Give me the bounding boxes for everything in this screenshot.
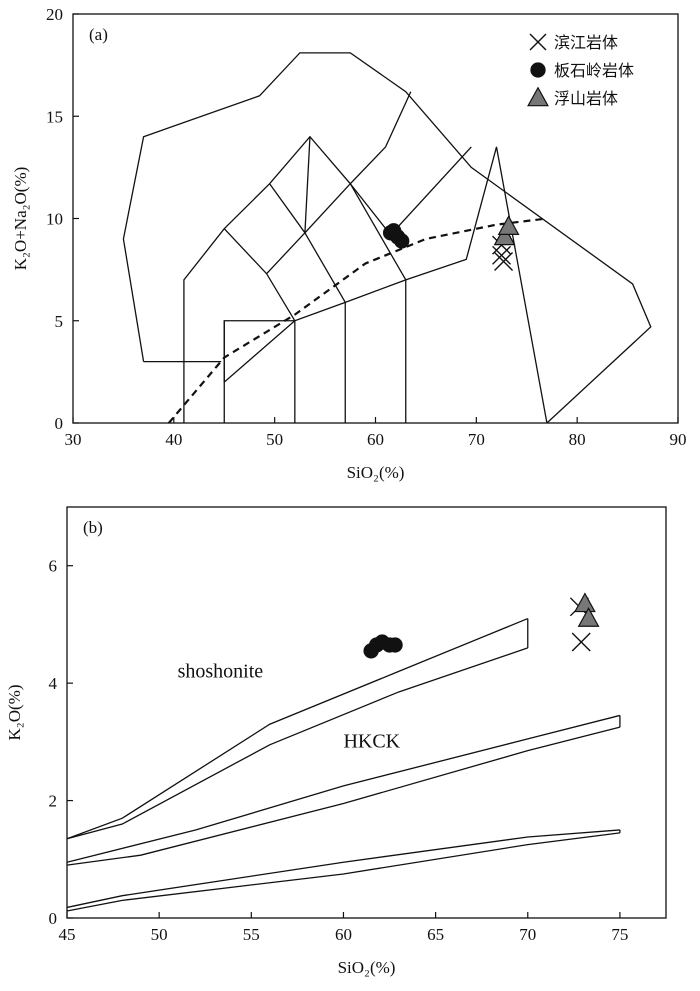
legend-marker-cross [529, 33, 547, 51]
boundary-line-7 [66, 832, 621, 912]
point-cross-1-stroke-2 [571, 632, 591, 652]
boundary-line-8 [304, 136, 311, 233]
x-tick-label-65: 65 [427, 925, 444, 944]
legend-cross-stroke-2 [529, 33, 547, 51]
panel-a-points [382, 215, 520, 271]
panel-a: 30 40 50 60 70 80 90 0 5 10 15 20 (a) SiO₂(%) K₂O+… [11, 5, 687, 482]
point-cross-1 [492, 245, 512, 265]
region-label-shoshonite: shoshonite [178, 660, 264, 682]
legend-cross [529, 33, 547, 51]
panel-a-dashed-curve [167, 217, 548, 424]
x-tick-label-60: 60 [367, 430, 384, 449]
x-tick-label-45: 45 [59, 925, 76, 944]
panel-a-x-axis-label: SiO₂(%) [347, 463, 405, 482]
boundary-line-2 [183, 91, 412, 423]
y-tick-label-0: 0 [55, 414, 64, 433]
boundary-line-10 [223, 320, 296, 383]
legend-entry-binjiang: 滨江岩体 [554, 33, 618, 52]
legend-marker-circle [530, 62, 546, 78]
x-tick-label-90: 90 [670, 430, 687, 449]
boundary-line-1 [66, 647, 528, 840]
x-tick-label-75: 75 [611, 925, 628, 944]
y-tick-label-5: 5 [55, 312, 64, 331]
x-tick-label-80: 80 [569, 430, 586, 449]
panel-a-x-ticks: 30 40 50 60 70 80 90 [65, 417, 687, 449]
x-tick-label-50: 50 [151, 925, 168, 944]
point-cross-1 [571, 632, 591, 652]
panel-b-label: (b) [83, 518, 103, 537]
boundary-line-6 [266, 231, 346, 423]
y-tick-label-2: 2 [49, 792, 58, 811]
panel-b-y-axis-label: K₂O(%) [5, 685, 24, 741]
boundary-line-3 [66, 714, 621, 863]
boundary-line-0 [66, 617, 529, 840]
legend-entry-fushan: 浮山岩体 [554, 89, 618, 108]
legend-circle [530, 62, 546, 78]
y-tick-label-20: 20 [46, 5, 63, 24]
point-cross-2 [494, 251, 514, 271]
panel-b-frame [66, 506, 667, 919]
boundary-line-6 [66, 829, 620, 909]
boundary-line-9 [349, 146, 472, 236]
point-cross-2-stroke-2 [494, 251, 514, 271]
y-tick-label-0: 0 [49, 909, 58, 928]
legend-marker-triangle [527, 86, 549, 107]
y-tick-label-15: 15 [46, 107, 63, 126]
boundary-line-7 [269, 182, 407, 423]
boundary-line-3 [223, 146, 548, 424]
point-cross-1-stroke-2 [492, 245, 512, 265]
x-tick-label-70: 70 [468, 430, 485, 449]
y-tick-label-10: 10 [46, 210, 63, 229]
x-tick-label-55: 55 [243, 925, 260, 944]
boundary-line-4 [66, 726, 621, 866]
legend-triangle [527, 86, 549, 107]
panel-b-y-ticks: 0 2 4 6 [49, 557, 73, 928]
x-tick-label-70: 70 [519, 925, 536, 944]
y-tick-label-4: 4 [49, 674, 58, 693]
y-tick-label-6: 6 [49, 557, 58, 576]
legend-entry-banshiling: 板石岭岩体 [554, 61, 634, 80]
panel-b-boundaries [66, 617, 621, 912]
point-triangle-0 [573, 592, 596, 613]
panel-b-points [363, 592, 600, 659]
panel-b-x-ticks: 45 50 55 60 65 70 75 [59, 912, 628, 944]
panel-b-x-axis-label: SiO₂(%) [338, 958, 396, 977]
point-triangle-1 [577, 607, 600, 627]
panel-a-boundaries [122, 52, 652, 424]
boundary-line-5 [223, 228, 296, 423]
panel-a-label: (a) [89, 25, 108, 44]
point-triangle-1 [497, 215, 520, 235]
boundary-line-0 [122, 52, 652, 424]
x-tick-label-60: 60 [335, 925, 352, 944]
panel-a-y-ticks: 0 5 10 15 20 [46, 5, 79, 433]
point-circle-3 [394, 233, 410, 249]
point-triangle-0 [493, 225, 516, 246]
panel-a-y-axis-label: K₂O+Na₂O(%) [11, 167, 30, 271]
point-circle-4 [387, 637, 403, 653]
x-tick-label-30: 30 [65, 430, 82, 449]
x-tick-label-50: 50 [266, 430, 283, 449]
region-label-hkck: HKCK [343, 731, 400, 753]
x-tick-label-40: 40 [165, 430, 182, 449]
legend: 滨江岩体 板石岭岩体 浮山岩体 [527, 33, 634, 108]
